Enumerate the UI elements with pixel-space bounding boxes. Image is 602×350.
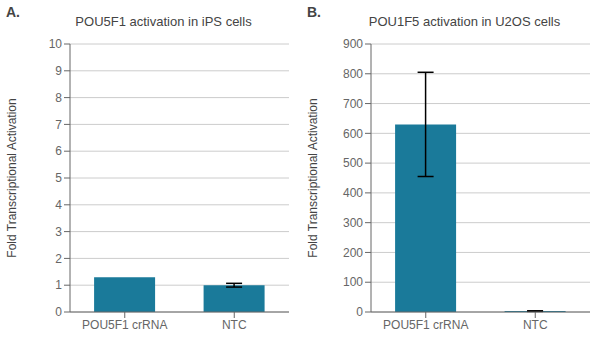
svg-text:Fold Transcriptional Activatio: Fold Transcriptional Activation [8,98,19,257]
svg-text:7: 7 [55,118,62,132]
svg-text:0: 0 [356,305,363,319]
html-text:B.: B. [307,4,321,20]
html-text:POU5F1 activation in iPS cells: POU5F1 activation in iPS cells [75,14,252,29]
html-text:A.: A. [6,4,20,20]
svg-text:POU5F1 crRNA: POU5F1 crRNA [383,318,468,332]
svg-text:600: 600 [343,127,363,141]
svg-text:POU5F1 crRNA: POU5F1 crRNA [82,318,167,332]
svg-text:3: 3 [55,225,62,239]
svg-text:900: 900 [343,37,363,51]
svg-text:4: 4 [55,198,62,212]
svg-text:NTC: NTC [222,318,247,332]
svg-text:5: 5 [55,171,62,185]
svg-text:8: 8 [55,91,62,105]
svg-text:Fold Transcriptional Activatio: Fold Transcriptional Activation [306,98,320,257]
svg-text:200: 200 [343,246,363,260]
svg-text:1: 1 [55,278,62,292]
svg-text:700: 700 [343,97,363,111]
svg-text:0: 0 [55,305,62,319]
svg-text:9: 9 [55,64,62,78]
svg-text:500: 500 [343,156,363,170]
svg-text:400: 400 [343,186,363,200]
svg-text:800: 800 [343,67,363,81]
svg-text:NTC: NTC [523,318,548,332]
html-text:POU1F5 activation in U2OS cell: POU1F5 activation in U2OS cells [368,14,561,29]
svg-text:10: 10 [49,37,63,51]
svg-text:300: 300 [343,216,363,230]
svg-text:2: 2 [55,252,62,266]
svg-text:6: 6 [55,144,62,158]
svg-text:100: 100 [343,275,363,289]
